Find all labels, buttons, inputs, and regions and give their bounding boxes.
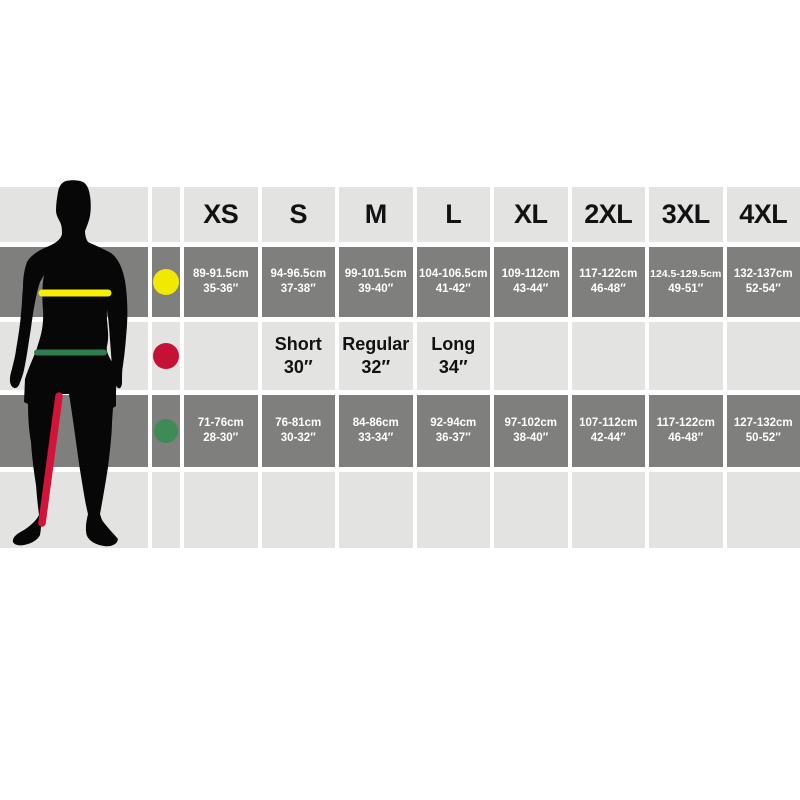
yellow-row-cell: 132-137cm 52-54″ (726, 247, 800, 317)
measurement-inches: 50-52″ (745, 432, 781, 444)
green-row-cell: 92-94cm 36-37″ (416, 395, 490, 467)
size-column-header: XS (184, 187, 258, 242)
red-row-cell (649, 322, 723, 390)
size-column-header: 4XL (726, 187, 800, 242)
red-row-cell: Regular 32″ (339, 322, 413, 390)
legend-column-header-cell (152, 187, 180, 242)
measurement-inches: 28-30″ (203, 432, 239, 444)
empty-cell (726, 472, 800, 548)
measurement-inches: 46-48″ (668, 432, 704, 444)
yellow-row-cell: 124.5-129.5cm 49-51″ (649, 247, 723, 317)
measurement-inches: 35-36″ (203, 283, 239, 295)
measurement-inches: 33-34″ (358, 432, 394, 444)
leg-length-inches: 34″ (438, 357, 468, 377)
measurement-inches: 36-37″ (435, 432, 471, 444)
red-dot-icon (153, 343, 179, 369)
empty-cell (339, 472, 413, 548)
red-row-cell (726, 322, 800, 390)
body-shape (9, 180, 128, 547)
red-row-cell (184, 322, 258, 390)
measurement-cm: 89-91.5cm (192, 268, 249, 280)
measurement-inches: 30-32″ (280, 432, 316, 444)
yellow-row-cell: 99-101.5cm 39-40″ (339, 247, 413, 317)
measurement-cm: 127-132cm (733, 417, 793, 429)
yellow-row-legend-cell (152, 247, 180, 317)
empty-cell (571, 472, 645, 548)
size-column-header: M (339, 187, 413, 242)
leg-length-label: Long (431, 334, 476, 354)
measurement-inches: 42-44″ (590, 432, 626, 444)
empty-cell (152, 472, 180, 548)
measurement-cm: 76-81cm (275, 417, 322, 429)
leg-length-inches: 32″ (361, 357, 391, 377)
yellow-row-cell: 89-91.5cm 35-36″ (184, 247, 258, 317)
green-row-cell: 117-122cm 46-48″ (649, 395, 723, 467)
green-row-cell: 97-102cm 38-40″ (494, 395, 568, 467)
leg-length-label: Short (274, 334, 322, 354)
measurement-cm: 117-122cm (579, 268, 638, 280)
measurement-cm: 132-137cm (733, 268, 793, 280)
measurement-inches: 49-51″ (668, 283, 704, 295)
measurement-cm: 92-94cm (430, 417, 477, 429)
male-body-silhouette (9, 180, 128, 547)
measurement-cm: 104-106.5cm (419, 268, 488, 280)
yellow-dot-icon (153, 269, 179, 295)
size-column-header: L (416, 187, 490, 242)
empty-cell (649, 472, 723, 548)
size-column-header: XL (494, 187, 568, 242)
measurement-inches: 43-44″ (513, 283, 549, 295)
measurement-inches: 52-54″ (745, 283, 781, 295)
empty-cell (261, 472, 335, 548)
size-table: XS S M L XL 2XL 3XL 4XL 89-91.5cm 35-36″… (0, 187, 800, 548)
measurement-cm: 124.5-129.5cm (650, 268, 722, 280)
empty-cell (494, 472, 568, 548)
size-column-header: S (261, 187, 335, 242)
measurement-cm: 97-102cm (504, 417, 557, 429)
inside-leg-line (38, 392, 63, 527)
measurement-inches: 46-48″ (590, 283, 626, 295)
red-row-cell: Long 34″ (416, 322, 490, 390)
measurement-cm: 71-76cm (197, 417, 244, 429)
green-row-cell: 84-86cm 33-34″ (339, 395, 413, 467)
measurement-cm: 84-86cm (352, 417, 399, 429)
green-row-cell: 107-112cm 42-44″ (571, 395, 645, 467)
red-row-legend-cell (152, 322, 180, 390)
measurement-inches: 41-42″ (435, 283, 471, 295)
measurement-inches: 37-38″ (280, 283, 316, 295)
yellow-row-cell: 104-106.5cm 41-42″ (416, 247, 490, 317)
red-row-cell: Short 30″ (261, 322, 335, 390)
green-row-legend-cell (152, 395, 180, 467)
measurement-inches: 38-40″ (513, 432, 549, 444)
green-row-cell: 71-76cm 28-30″ (184, 395, 258, 467)
empty-cell (416, 472, 490, 548)
leg-length-inches: 30″ (283, 357, 313, 377)
measurement-cm: 117-122cm (656, 417, 715, 429)
measurement-cm: 109-112cm (501, 268, 560, 280)
measurement-cm: 107-112cm (579, 417, 638, 429)
measurement-cm: 99-101.5cm (344, 268, 407, 280)
yellow-row-cell: 109-112cm 43-44″ (494, 247, 568, 317)
yellow-row-cell: 94-96.5cm 37-38″ (261, 247, 335, 317)
green-row-cell: 76-81cm 30-32″ (261, 395, 335, 467)
green-row-cell: 127-132cm 50-52″ (726, 395, 800, 467)
yellow-row-cell: 117-122cm 46-48″ (571, 247, 645, 317)
size-column-header: 2XL (571, 187, 645, 242)
green-dot-icon (154, 419, 178, 443)
empty-cell (184, 472, 258, 548)
measurement-cm: 94-96.5cm (270, 268, 327, 280)
leg-length-label: Regular (342, 334, 410, 354)
size-column-header: 3XL (649, 187, 723, 242)
measurement-inches: 39-40″ (358, 283, 394, 295)
red-row-cell (494, 322, 568, 390)
red-row-cell (571, 322, 645, 390)
